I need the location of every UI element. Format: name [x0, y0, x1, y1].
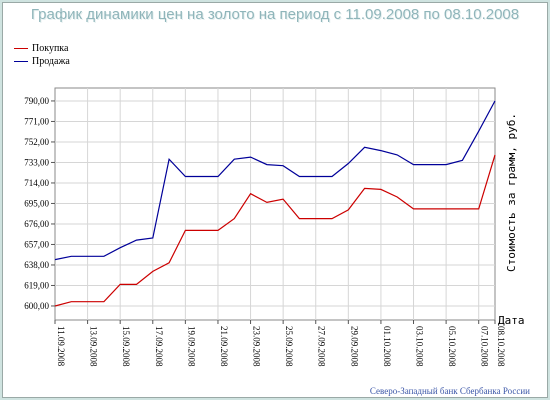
y-tick-label: 752,00 — [24, 137, 49, 147]
legend-label-sell: Продажа — [32, 56, 70, 67]
y-tick-label: 733,00 — [24, 157, 49, 167]
x-tick-label: 29.09.2008 — [349, 326, 359, 367]
x-tick-label: 27.09.2008 — [317, 326, 327, 367]
legend-item-sell: Продажа — [14, 55, 70, 68]
x-tick-label: 25.09.2008 — [284, 326, 294, 367]
y-tick-label: 676,00 — [24, 219, 49, 229]
series-line-sell — [54, 100, 496, 261]
x-axis-label: Дата — [498, 314, 525, 327]
x-tick-label: 01.10.2008 — [382, 326, 392, 367]
x-tick-label: 19.09.2008 — [186, 326, 196, 367]
y-tick-label: 714,00 — [24, 178, 49, 188]
x-tick-label: 13.09.2008 — [89, 326, 99, 367]
legend-item-buy: Покупка — [14, 42, 70, 55]
x-tick-label: 11.09.2008 — [56, 326, 66, 367]
series-line-buy — [54, 154, 496, 307]
y-axis-label: Стоимость за грамм, руб. — [505, 113, 518, 272]
y-tick-label: 771,00 — [24, 116, 49, 126]
plot-area — [54, 87, 496, 321]
y-tick-label: 695,00 — [24, 198, 49, 208]
legend: Покупка Продажа — [14, 42, 70, 68]
chart-title: График динамики цен на золото на период … — [30, 6, 520, 23]
x-tick-label: 21.09.2008 — [219, 326, 229, 367]
x-tick-label: 15.09.2008 — [121, 326, 131, 367]
x-tick-label: 23.09.2008 — [252, 326, 262, 367]
footer-credit: Северо-Западный банк Сбербанка России — [369, 386, 530, 396]
y-tick-label: 638,00 — [24, 260, 49, 270]
y-tick-label: 600,00 — [24, 301, 49, 311]
y-tick-label: 619,00 — [24, 280, 49, 290]
x-tick-label: 05.10.2008 — [447, 326, 457, 367]
legend-swatch-sell — [14, 61, 28, 62]
x-tick-label: 17.09.2008 — [154, 326, 164, 367]
x-tick-label: 03.10.2008 — [415, 326, 425, 367]
x-tick-label: 07.10.2008 — [480, 326, 490, 367]
y-tick-label: 790,00 — [24, 96, 49, 106]
legend-label-buy: Покупка — [32, 43, 69, 54]
y-tick-label: 657,00 — [24, 239, 49, 249]
legend-swatch-buy — [14, 48, 28, 49]
x-tick-label: 08.10.2008 — [496, 326, 506, 367]
